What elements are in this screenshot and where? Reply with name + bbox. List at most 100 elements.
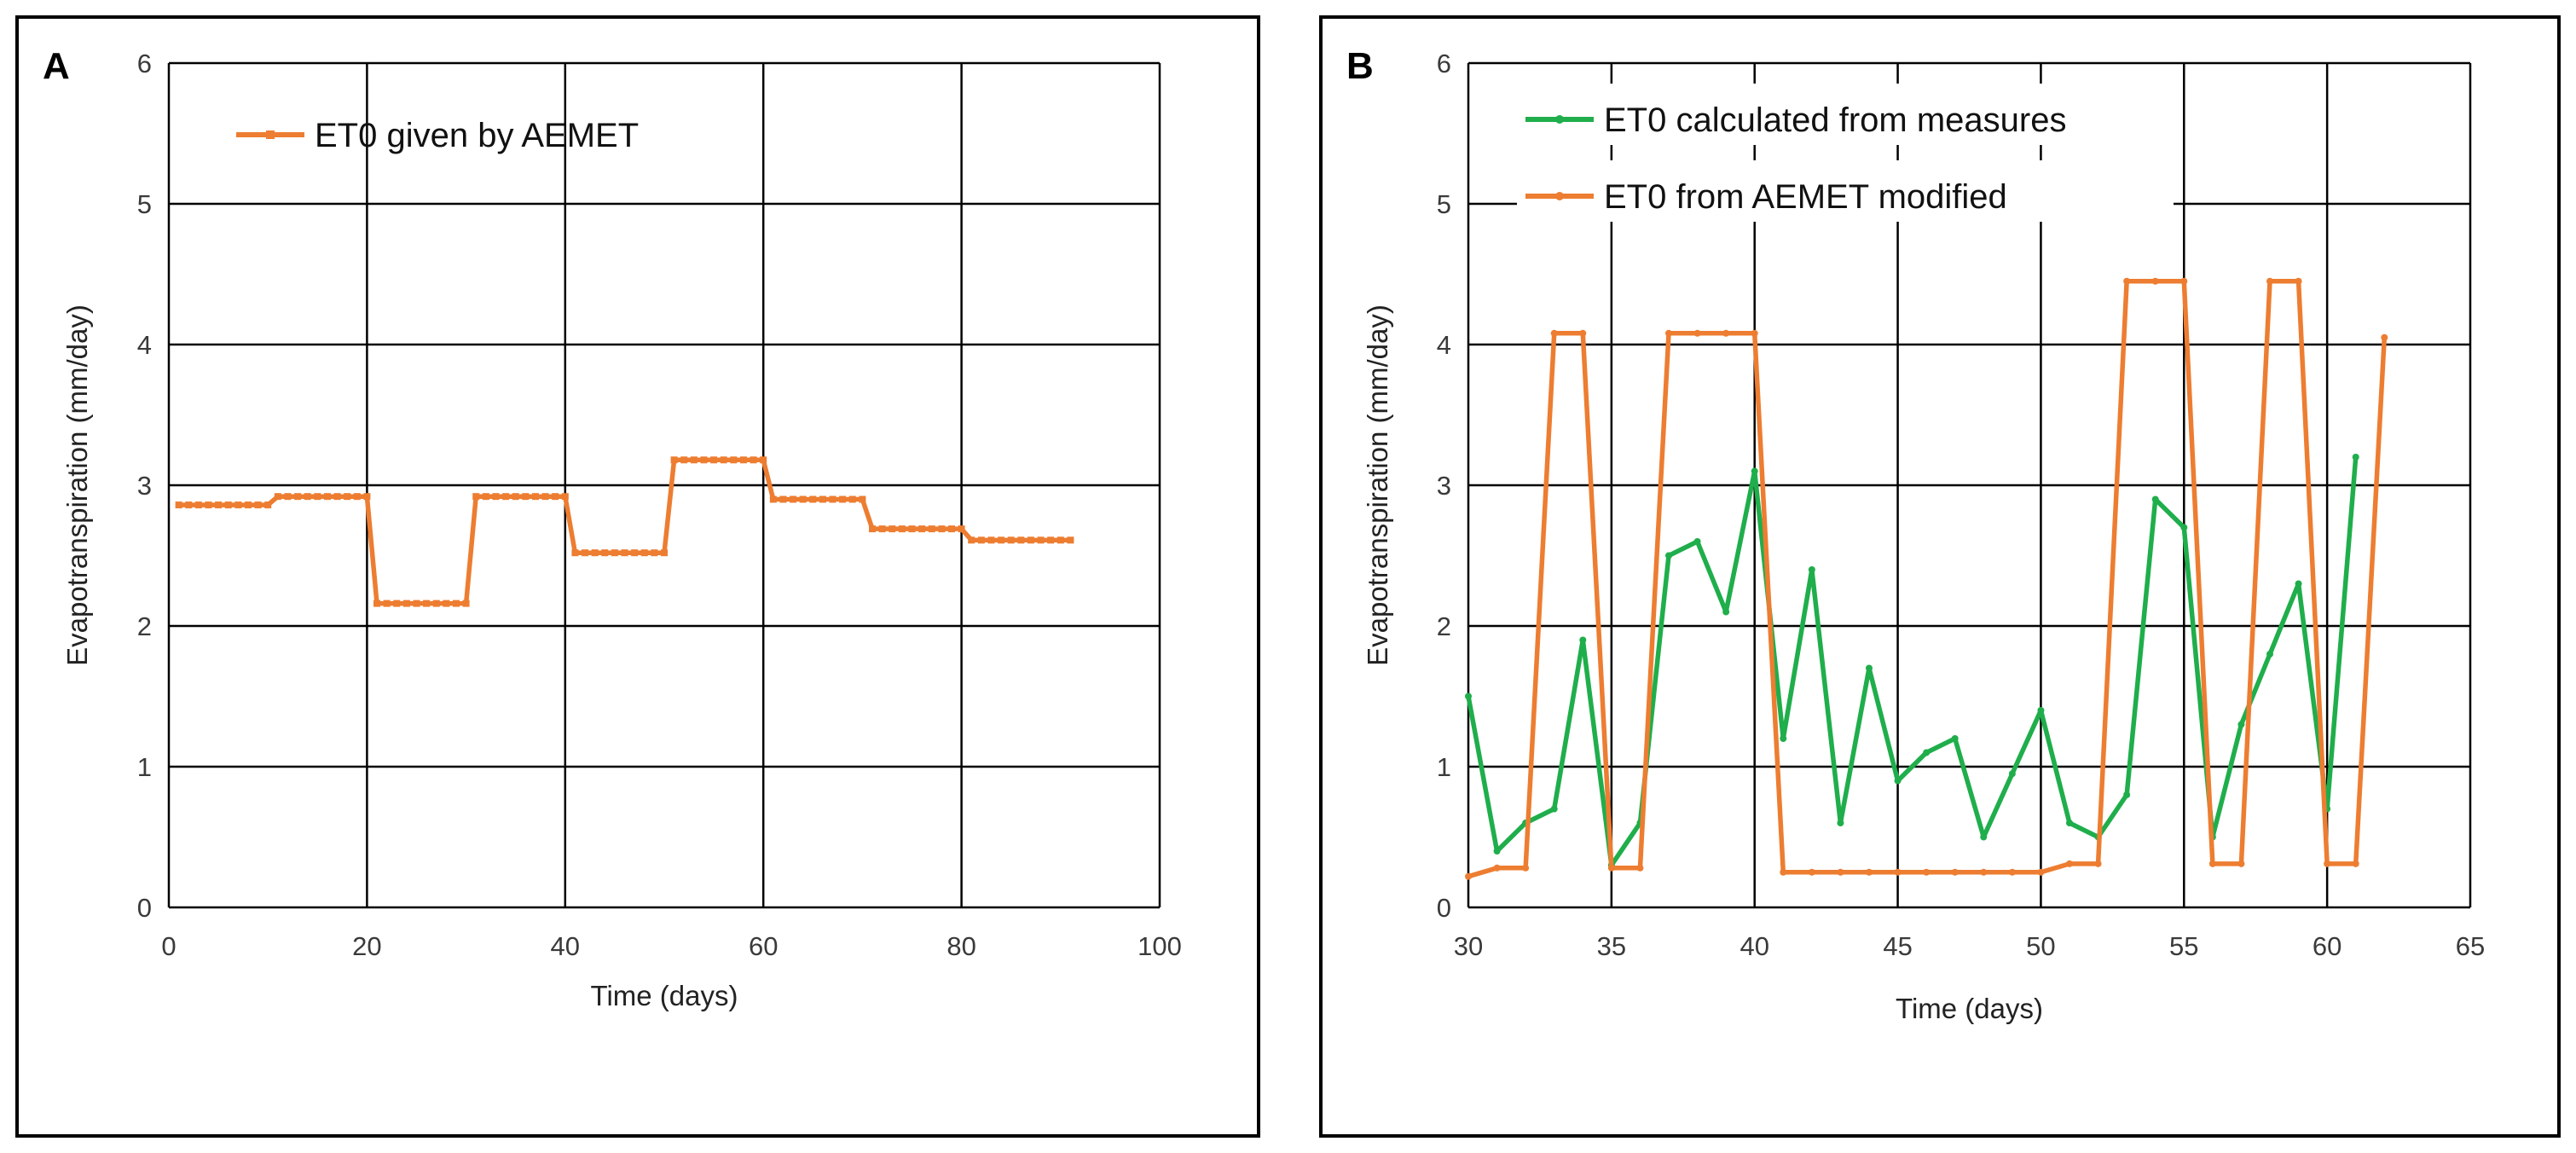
- y-tick-label: 5: [1437, 189, 1451, 219]
- data-point: [898, 525, 906, 533]
- legend-label: ET0 calculated from measures: [1604, 101, 2066, 139]
- legend-marker: [266, 130, 275, 139]
- data-point: [1056, 536, 1064, 544]
- data-point: [631, 549, 639, 557]
- x-tick-label: 45: [1883, 931, 1912, 961]
- y-tick-label: 2: [137, 611, 152, 641]
- data-point: [591, 549, 599, 557]
- data-point: [859, 495, 866, 503]
- y-tick-label: 5: [137, 189, 152, 219]
- y-tick-label: 4: [137, 330, 152, 360]
- y-tick-label: 0: [1437, 893, 1451, 923]
- data-point: [2352, 860, 2359, 867]
- data-point: [2381, 333, 2388, 341]
- data-point: [1493, 848, 1501, 855]
- x-tick-label: 60: [2313, 931, 2342, 961]
- data-point: [998, 536, 1005, 544]
- data-point: [2123, 791, 2131, 798]
- data-point: [482, 493, 489, 501]
- data-point: [2037, 868, 2045, 876]
- data-point: [363, 493, 371, 501]
- data-point: [829, 495, 836, 503]
- grid: [167, 61, 1161, 909]
- data-point: [314, 493, 321, 501]
- data-point: [344, 493, 351, 501]
- x-tick-label: 0: [161, 931, 176, 961]
- x-axis-title: Time (days): [591, 980, 738, 1011]
- legend-background: [1517, 160, 2174, 222]
- chart-panel-b: 0 1 2 3 4 5 6 30 35 40 45 50 55 60 65 Time (days) Evapot…: [1319, 15, 2561, 1138]
- data-point: [968, 536, 975, 544]
- data-point: [1751, 467, 1758, 475]
- data-point: [839, 495, 847, 503]
- data-point: [1550, 329, 1558, 337]
- data-point: [552, 493, 559, 501]
- data-point: [353, 493, 361, 501]
- data-point: [878, 525, 886, 533]
- data-point: [1837, 820, 1844, 826]
- data-point: [1693, 538, 1701, 545]
- data-point: [790, 495, 797, 503]
- data-point: [1027, 536, 1034, 544]
- x-axis-title: Time (days): [1896, 993, 2043, 1024]
- data-point: [977, 536, 985, 544]
- panel-label: A: [43, 45, 70, 87]
- data-point: [1465, 872, 1472, 880]
- data-point: [323, 493, 331, 501]
- data-point: [2266, 651, 2273, 658]
- series-line-1: [178, 457, 1071, 606]
- data-point: [284, 493, 292, 501]
- x-tick-label: 20: [352, 931, 381, 961]
- x-tick-label: 100: [1137, 931, 1182, 961]
- data-point: [1047, 536, 1055, 544]
- data-point: [1579, 636, 1587, 644]
- data-point: [2208, 860, 2216, 867]
- data-point: [1465, 692, 1472, 700]
- y-tick-label: 2: [1437, 611, 1451, 641]
- data-point: [2352, 454, 2359, 461]
- data-point: [1866, 664, 1873, 672]
- data-point: [1550, 805, 1558, 813]
- data-point: [2151, 277, 2159, 285]
- data-point: [799, 495, 807, 503]
- x-tick-label: 40: [1740, 931, 1768, 961]
- legend-label: ET0 from AEMET modified: [1604, 178, 2007, 216]
- data-point: [2008, 868, 2016, 876]
- data-point: [710, 456, 718, 464]
- legend-marker: [1555, 115, 1564, 124]
- data-point: [779, 495, 787, 503]
- data-point: [2151, 495, 2159, 503]
- data-point: [383, 600, 391, 607]
- data-point: [1522, 864, 1530, 872]
- data-point: [1067, 536, 1074, 544]
- data-point: [423, 600, 431, 607]
- data-point: [2324, 860, 2331, 867]
- data-point: [928, 525, 935, 533]
- data-point: [869, 525, 877, 533]
- data-point: [1722, 329, 1730, 337]
- data-point: [1017, 536, 1025, 544]
- data-point: [958, 525, 965, 533]
- data-point: [730, 456, 738, 464]
- data-point: [1722, 608, 1730, 616]
- data-point: [492, 493, 500, 501]
- y-tick-label: 6: [137, 49, 152, 78]
- data-point: [571, 549, 579, 557]
- y-tick-label: 6: [1437, 49, 1451, 78]
- data-point: [1808, 868, 1815, 876]
- data-point: [2094, 860, 2102, 867]
- data-point: [472, 493, 480, 501]
- data-point: [621, 549, 628, 557]
- data-point: [1923, 749, 1931, 756]
- legend-marker: [1555, 192, 1564, 200]
- data-point: [264, 501, 272, 509]
- data-point: [1007, 536, 1015, 544]
- data-point: [2008, 770, 2016, 778]
- data-point: [2266, 277, 2273, 285]
- data-point: [2295, 580, 2302, 588]
- data-point: [760, 456, 767, 464]
- data-point: [1923, 868, 1931, 876]
- data-point: [918, 525, 926, 533]
- data-point: [819, 495, 826, 503]
